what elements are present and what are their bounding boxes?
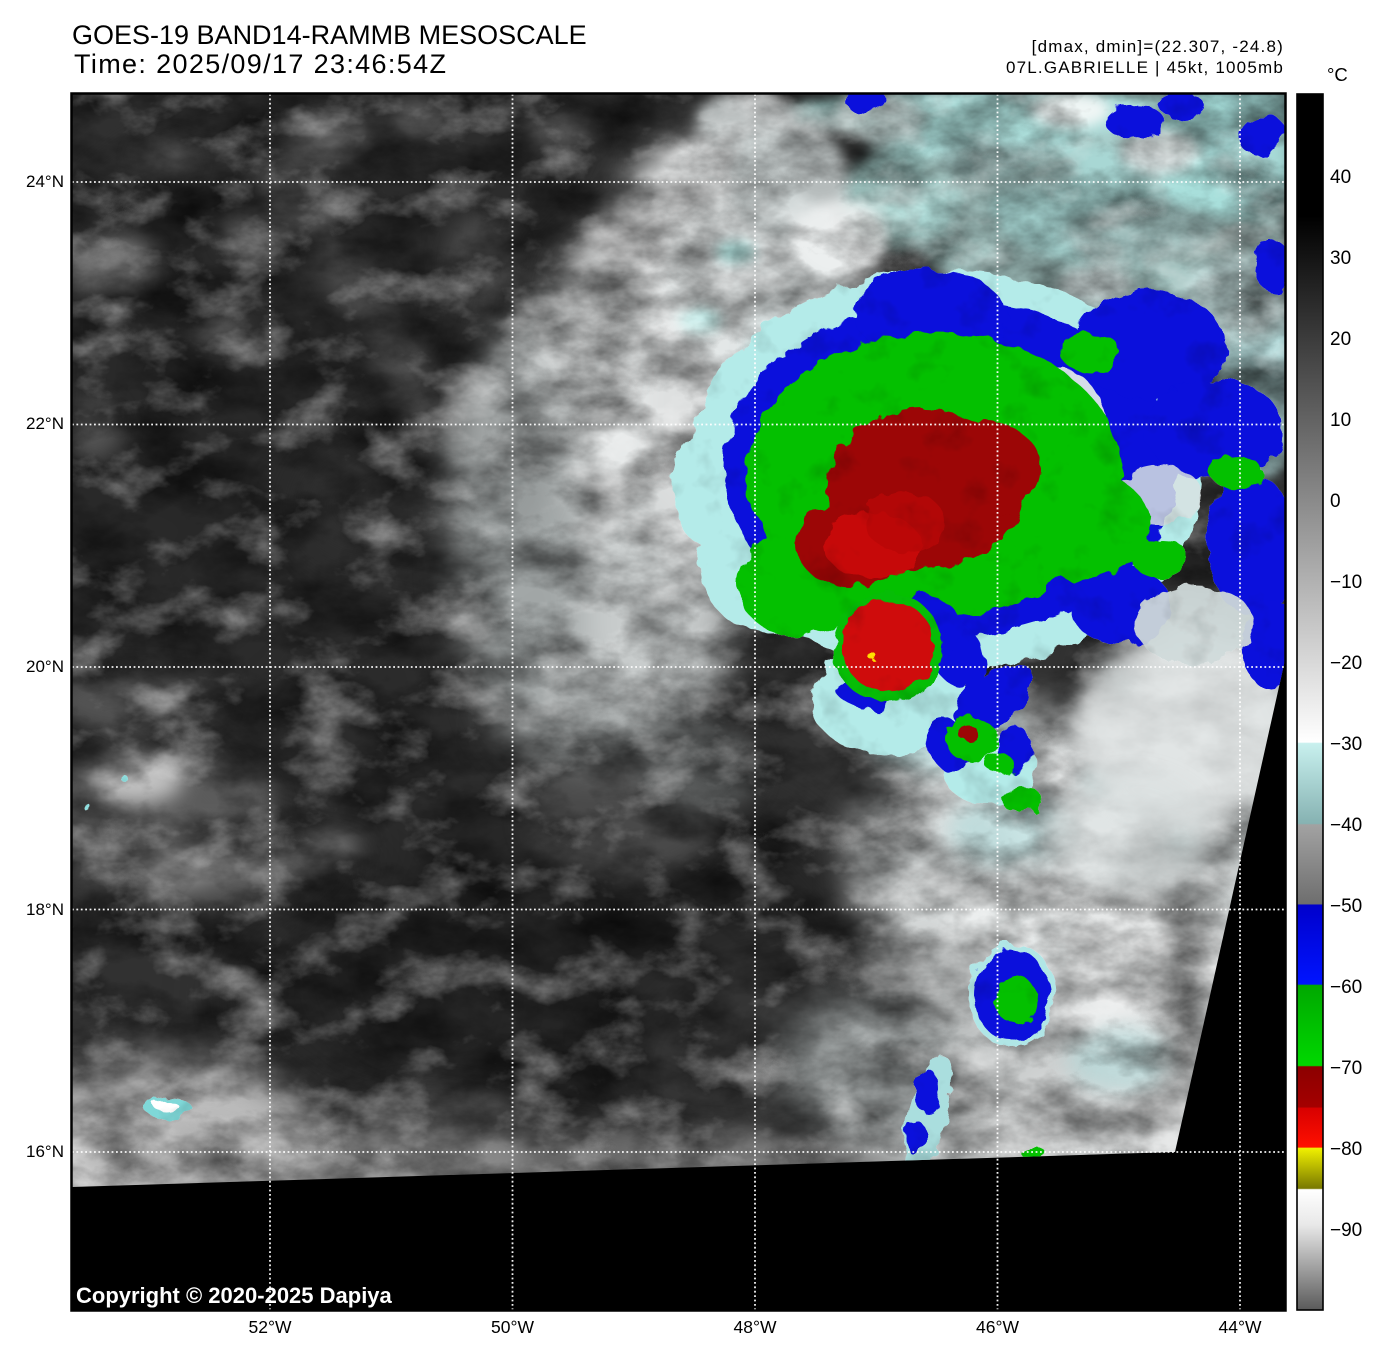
svg-text:0: 0: [1330, 491, 1341, 512]
svg-text:48°W: 48°W: [734, 1317, 777, 1337]
svg-text:30: 30: [1330, 248, 1351, 269]
svg-text:GOES-19 BAND14-RAMMB MESOSCALE: GOES-19 BAND14-RAMMB MESOSCALE: [72, 20, 587, 50]
svg-text:44°W: 44°W: [1219, 1317, 1262, 1337]
svg-text:50°W: 50°W: [491, 1317, 534, 1337]
svg-text:20: 20: [1330, 329, 1351, 350]
svg-text:10: 10: [1330, 410, 1351, 431]
svg-text:52°W: 52°W: [249, 1317, 292, 1337]
svg-text:−30: −30: [1330, 734, 1362, 755]
svg-text:24°N: 24°N: [26, 172, 64, 191]
svg-text:20°N: 20°N: [26, 657, 64, 676]
svg-text:−10: −10: [1330, 572, 1362, 593]
svg-text:16°N: 16°N: [26, 1142, 64, 1161]
svg-text:[dmax, dmin]=(22.307, -24.8): [dmax, dmin]=(22.307, -24.8): [1032, 37, 1284, 56]
svg-text:46°W: 46°W: [976, 1317, 1019, 1337]
svg-text:Time: 2025/09/17 23:46:54Z: Time: 2025/09/17 23:46:54Z: [74, 49, 447, 79]
svg-text:−40: −40: [1330, 815, 1362, 836]
svg-text:40: 40: [1330, 167, 1351, 188]
svg-text:−80: −80: [1330, 1139, 1362, 1160]
svg-text:−20: −20: [1330, 653, 1362, 674]
svg-text:−90: −90: [1330, 1220, 1362, 1241]
svg-text:−60: −60: [1330, 977, 1362, 998]
svg-text:°C: °C: [1327, 64, 1348, 85]
svg-text:−50: −50: [1330, 896, 1362, 917]
svg-text:22°N: 22°N: [26, 414, 64, 433]
svg-text:18°N: 18°N: [26, 900, 64, 919]
svg-text:−70: −70: [1330, 1058, 1362, 1079]
svg-text:Copyright © 2020-2025 Dapiya: Copyright © 2020-2025 Dapiya: [76, 1283, 393, 1308]
svg-text:07L.GABRIELLE | 45kt, 1005mb: 07L.GABRIELLE | 45kt, 1005mb: [1006, 58, 1284, 77]
